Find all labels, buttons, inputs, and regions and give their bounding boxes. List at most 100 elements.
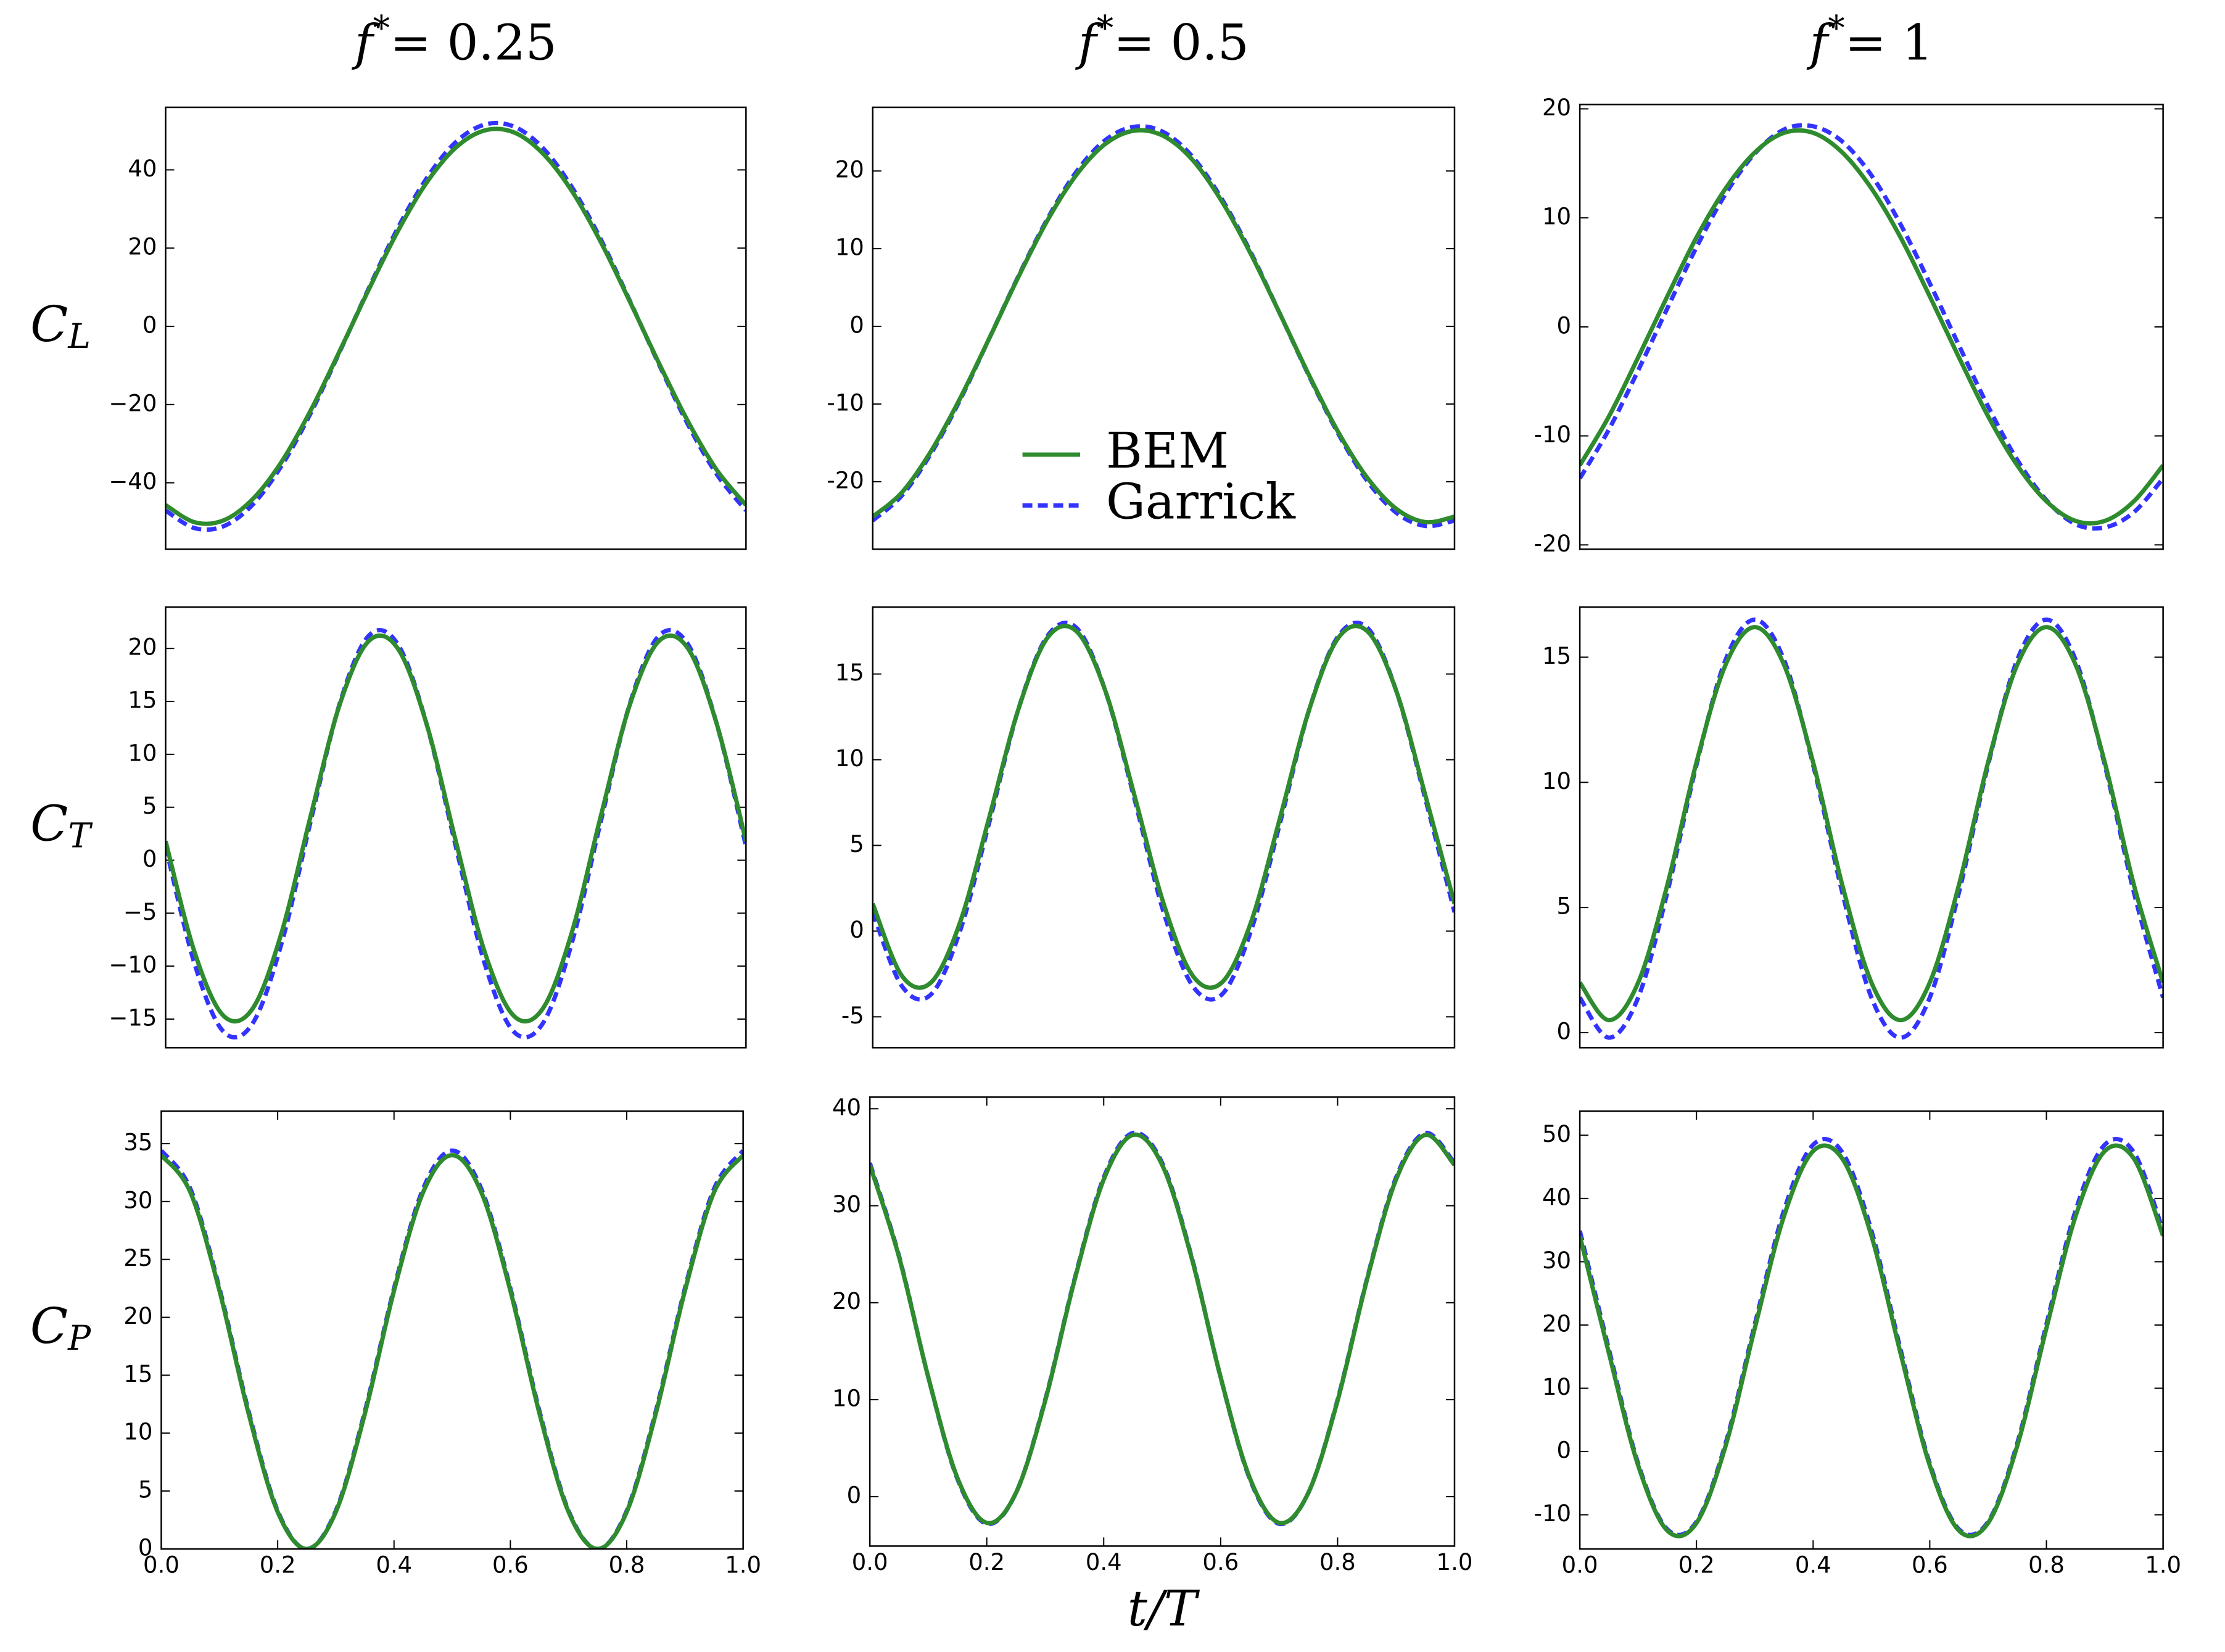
y-tick-label: 0: [1557, 1437, 1572, 1464]
x-tick-label: 0.0: [1562, 1551, 1598, 1578]
x-tick-label: 1.0: [2145, 1551, 2181, 1578]
line-series: [870, 1130, 1455, 1527]
plot-frame: [165, 106, 747, 550]
plot-frame: [1579, 104, 2164, 550]
x-tick-label: 0.6: [1912, 1551, 1948, 1578]
x-tick-label: 0.4: [1086, 1549, 1122, 1576]
y-tick-label: 0: [142, 846, 157, 872]
line-series: [872, 624, 1455, 990]
y-tick-label: 10: [1542, 1374, 1571, 1400]
y-tick-label: 30: [123, 1187, 152, 1213]
y-tick-label: 15: [128, 687, 157, 714]
x-axis-label: t/T: [1128, 1580, 1200, 1637]
line-series: [870, 1132, 1455, 1526]
y-tick-label: 50: [1542, 1121, 1571, 1147]
line-series: [1580, 625, 2163, 1023]
y-tick-label: −10: [109, 952, 157, 978]
y-tick-label: 0: [849, 312, 864, 339]
line-series: [1580, 1137, 2163, 1537]
y-tick-label: 10: [123, 1419, 152, 1445]
y-tick-label: 35: [123, 1129, 152, 1155]
y-tick-label: -10: [827, 389, 864, 416]
line-series: [872, 128, 1455, 525]
plot-frame: [165, 606, 747, 1049]
line-series: [1580, 128, 2163, 526]
y-tick-label: 5: [142, 793, 157, 819]
y-tick-label: -5: [841, 1002, 864, 1029]
legend-label: BEM: [1106, 422, 1229, 479]
plot-frame: [872, 606, 1456, 1049]
x-tick-label: 0.0: [852, 1549, 888, 1576]
plot-frame: [869, 1096, 1456, 1547]
line-series: [161, 1148, 743, 1549]
y-tick-label: 10: [835, 234, 864, 261]
y-tick-label: -20: [1534, 531, 1571, 557]
x-tick-label: 1.0: [1437, 1549, 1473, 1576]
x-tick-label: 0.2: [260, 1551, 296, 1578]
y-tick-label: -10: [1534, 421, 1571, 448]
plot-frame: [872, 106, 1456, 550]
y-tick-label: 10: [128, 740, 157, 766]
y-tick-label: 0: [847, 1482, 862, 1509]
x-tick-label: 0.4: [376, 1551, 412, 1578]
y-tick-label: 20: [832, 1288, 861, 1315]
x-tick-label: 0.8: [609, 1551, 645, 1578]
y-axis-label: CP: [30, 1297, 91, 1358]
x-tick-label: 0.8: [2028, 1551, 2065, 1578]
line-series: [165, 633, 746, 1024]
y-tick-label: 15: [1542, 643, 1571, 669]
y-tick-label: 15: [835, 659, 864, 686]
y-tick-label: 5: [138, 1477, 153, 1503]
line-series: [1580, 617, 2163, 1040]
y-tick-label: 20: [128, 234, 157, 260]
y-tick-label: 5: [1557, 893, 1572, 920]
y-tick-label: 5: [849, 831, 864, 857]
x-tick-label: 0.8: [1319, 1549, 1356, 1576]
y-tick-label: 40: [832, 1094, 861, 1121]
y-tick-label: -10: [1534, 1500, 1571, 1527]
y-tick-label: 20: [1542, 94, 1571, 121]
line-series: [165, 120, 746, 532]
y-tick-label: 0: [849, 917, 864, 943]
x-tick-label: 0.0: [143, 1551, 180, 1578]
y-tick-label: -20: [827, 467, 864, 494]
plot-frame: [1579, 606, 2164, 1049]
y-tick-label: −5: [123, 899, 157, 925]
line-series: [1580, 1143, 2163, 1538]
y-tick-label: −40: [109, 468, 157, 495]
plot-frame: [160, 1110, 744, 1550]
y-tick-label: −15: [109, 1005, 157, 1031]
x-tick-label: 0.2: [1678, 1551, 1715, 1578]
y-axis-label: CT: [30, 795, 93, 855]
line-series: [1580, 123, 2163, 531]
chart-title: f*= 0.25: [352, 9, 557, 72]
y-axis-label: CL: [30, 295, 91, 356]
y-tick-label: 10: [1542, 204, 1571, 230]
y-tick-label: 25: [123, 1245, 152, 1271]
y-tick-label: 30: [1542, 1247, 1571, 1274]
y-tick-label: 15: [123, 1361, 152, 1387]
y-tick-label: 20: [1542, 1310, 1571, 1337]
y-tick-label: 10: [835, 745, 864, 772]
chart-title: f*= 1: [1807, 9, 1933, 72]
y-tick-label: 0: [142, 312, 157, 338]
y-tick-label: 20: [835, 157, 864, 183]
y-tick-label: 10: [832, 1385, 861, 1411]
plot-frame: [1579, 1110, 2164, 1550]
line-series: [161, 1153, 743, 1549]
y-tick-label: 20: [128, 634, 157, 661]
x-tick-label: 0.2: [968, 1549, 1005, 1576]
y-tick-label: 0: [1557, 312, 1572, 339]
x-tick-label: 0.6: [1202, 1549, 1239, 1576]
x-tick-label: 0.6: [492, 1551, 529, 1578]
chart-title: f*= 0.5: [1075, 9, 1249, 72]
y-tick-label: 10: [1542, 768, 1571, 795]
y-tick-label: 20: [123, 1303, 152, 1329]
y-tick-label: 40: [1542, 1184, 1571, 1210]
y-tick-label: 0: [1557, 1018, 1572, 1045]
line-series: [872, 621, 1455, 1002]
legend-label: Garrick: [1106, 473, 1296, 530]
x-tick-label: 1.0: [725, 1551, 761, 1578]
y-tick-label: 0: [138, 1534, 153, 1561]
